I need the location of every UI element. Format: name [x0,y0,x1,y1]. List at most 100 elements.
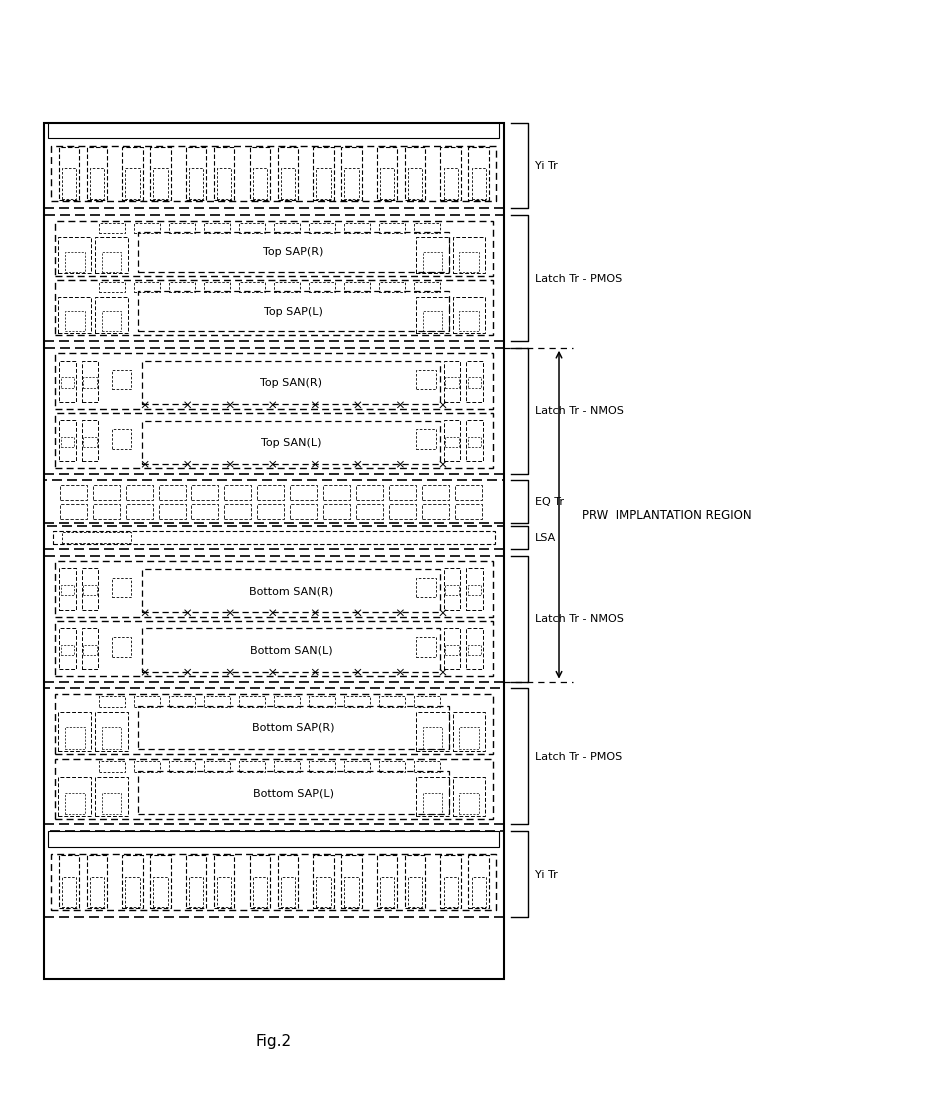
Bar [379,223,405,233]
Bar [92,486,120,500]
Text: Fig.2: Fig.2 [256,1033,291,1049]
Bar [59,712,92,751]
Bar [214,147,234,200]
Bar [61,437,75,448]
Bar [408,169,422,199]
Bar [274,223,300,233]
Bar [380,877,394,908]
Bar [83,585,96,595]
Bar [468,585,481,595]
Bar [422,486,449,500]
Bar [60,569,76,610]
Bar [60,504,87,519]
Bar [99,762,125,772]
Bar [414,223,440,233]
Bar [44,527,503,549]
Bar [60,628,76,670]
Bar [422,252,443,272]
Bar [44,123,503,209]
Text: Yi Tr: Yi Tr [535,869,558,879]
Bar [81,628,98,670]
Text: Latch Tr - PMOS: Latch Tr - PMOS [535,752,622,762]
Bar [258,486,284,500]
Bar [90,877,104,908]
Bar [49,831,499,847]
Bar [422,311,443,331]
Bar [416,712,449,751]
Bar [102,311,121,331]
Bar [92,504,120,519]
Bar [125,169,140,199]
Bar [95,238,128,273]
Bar [44,556,503,682]
Text: Bottom SAN(L): Bottom SAN(L) [250,645,333,655]
Bar [87,147,107,200]
Text: Bottom SAP(R): Bottom SAP(R) [252,722,334,732]
Bar [460,793,479,814]
Bar [122,147,143,200]
Bar [204,697,230,708]
Bar [290,504,318,519]
Bar [239,697,265,708]
Bar [53,531,495,544]
Bar [380,169,394,199]
Bar [134,282,160,292]
Bar [59,855,79,909]
Bar [379,697,405,708]
Bar [444,877,458,908]
Bar [150,147,171,200]
Bar [444,420,460,462]
Bar [417,429,436,449]
Bar [44,348,503,474]
Bar [44,123,503,979]
Text: PRW  IMPLANTATION REGION: PRW IMPLANTATION REGION [582,509,752,521]
Bar [468,644,481,655]
Bar [356,504,383,519]
Bar [63,532,131,543]
Bar [280,877,295,908]
Bar [274,697,300,708]
Bar [466,628,483,670]
Bar [239,223,265,233]
Bar [323,504,350,519]
Text: LSA: LSA [535,532,557,542]
Bar [102,793,121,814]
Bar [142,569,440,612]
Bar [460,728,479,749]
Bar [112,638,132,657]
Bar [204,282,230,292]
Bar [112,578,132,598]
Bar [102,728,121,749]
Bar [309,282,335,292]
Bar [389,504,416,519]
Bar [153,877,168,908]
Bar [134,223,160,233]
Bar [186,147,206,200]
Text: Top SAN(R): Top SAN(R) [261,378,322,388]
Bar [472,169,486,199]
Bar [376,147,397,200]
Bar [204,762,230,772]
Bar [65,793,85,814]
Bar [444,361,460,402]
Bar [344,697,370,708]
Bar [59,238,92,273]
Bar [249,855,270,909]
Bar [125,877,140,908]
Bar [416,297,449,333]
Bar [249,147,270,200]
Bar [455,486,482,500]
Text: Top SAN(L): Top SAN(L) [261,438,321,448]
Bar [65,728,85,749]
Bar [150,855,171,909]
Bar [134,762,160,772]
Bar [81,361,98,402]
Bar [60,361,76,402]
Bar [142,421,440,464]
Bar [468,378,481,388]
Text: Latch Tr - PMOS: Latch Tr - PMOS [535,273,622,283]
Bar [277,855,298,909]
Bar [95,712,128,751]
Bar [60,420,76,462]
Bar [422,504,449,519]
